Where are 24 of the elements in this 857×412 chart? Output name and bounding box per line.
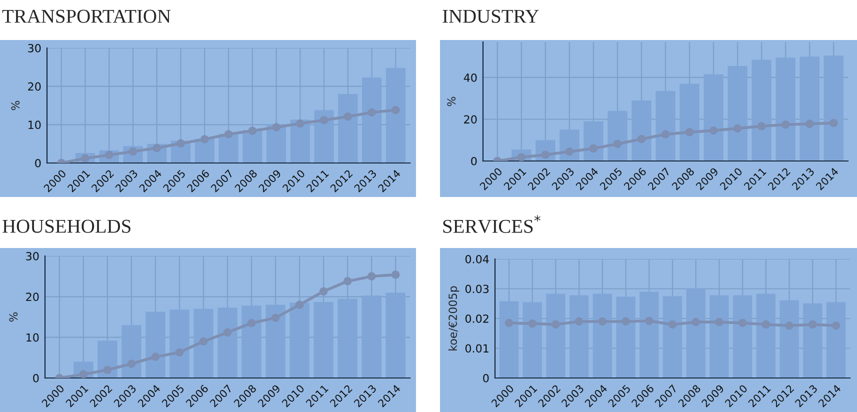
chart-title: INDUSTRY — [442, 10, 539, 23]
chart-title: TRANSPORTATION — [2, 10, 171, 23]
y-tick-label: 40 — [464, 73, 477, 82]
y-tick-label: 0 — [483, 374, 489, 382]
y-axis-title: % — [11, 100, 20, 110]
chart-title: HOUSEHOLDS — [2, 220, 130, 233]
y-tick-label: 10 — [26, 333, 39, 342]
y-tick-label: 0 — [35, 158, 41, 168]
y-tick-label: 0.02 — [465, 314, 488, 323]
y-tick-label: 20 — [464, 115, 477, 124]
y-tick-label: 0.04 — [465, 254, 489, 264]
y-tick-label: 0 — [33, 374, 39, 382]
y-tick-label: 30 — [26, 252, 39, 260]
y-tick-label: 0.01 — [465, 344, 488, 353]
y-tick-label: 10 — [28, 120, 41, 130]
y-tick-label: 0.03 — [465, 284, 489, 294]
chart-title: SERVICES$^{*}$ — [443, 215, 540, 234]
y-axis-title: % — [9, 312, 18, 322]
y-tick-label: 20 — [28, 82, 41, 91]
y-axis-title: koe/€2005p — [448, 286, 460, 350]
y-axis-title: % — [447, 96, 456, 106]
y-tick-label: 0 — [471, 156, 477, 166]
y-tick-label: 20 — [26, 292, 39, 302]
y-tick-label: 30 — [28, 44, 41, 52]
